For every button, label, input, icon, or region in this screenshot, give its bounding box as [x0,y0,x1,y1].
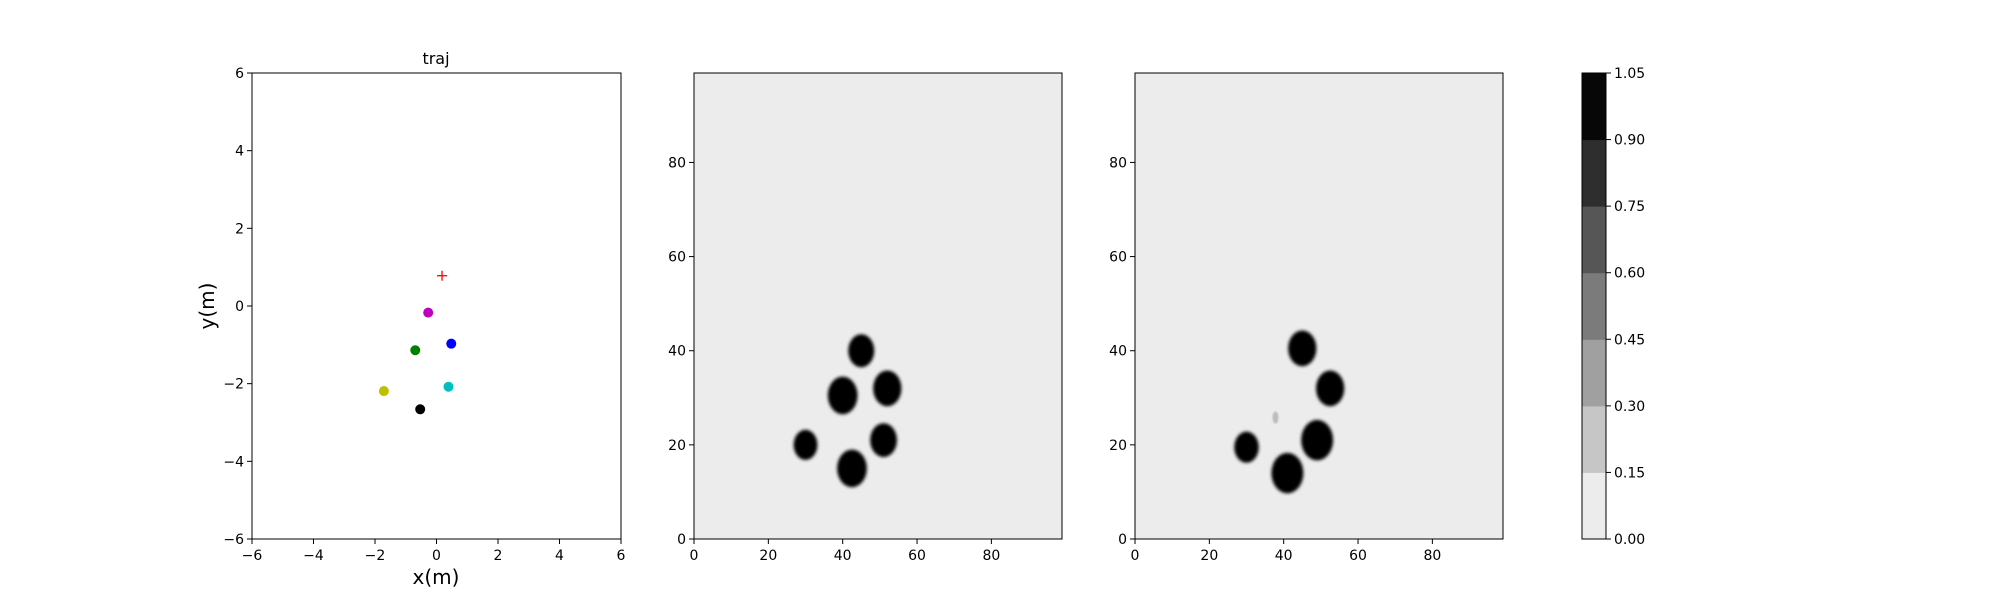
y-tick-label: 60 [668,250,686,266]
occupancy-blob [1301,419,1334,461]
heatmap-2-frame [1134,72,1504,540]
heatmap-1-frame [693,72,1063,540]
x-tick-label: 20 [759,548,777,564]
heatmap-1-blobs [793,334,902,488]
colorbar-band [1582,139,1606,207]
x-tick-label: −4 [303,548,324,564]
y-tick-label: −6 [223,532,244,548]
y-tick-label: 2 [235,221,244,237]
traj-ylabel: y(m) [195,283,219,330]
colorbar-tick-label: 0.15 [1614,465,1645,481]
heatmap-2-x-ticks: 0 20 40 60 80 [1131,539,1441,564]
x-tick-label: 80 [982,548,1000,564]
x-tick-label: 4 [555,548,564,564]
y-tick-label: 4 [235,144,244,160]
y-tick-label: 20 [668,438,686,454]
occupancy-blob [873,370,902,407]
x-tick-label: 0 [1131,548,1140,564]
agent-point [446,338,457,349]
y-tick-label: 0 [1118,532,1127,548]
faint-spot [1272,411,1279,424]
traj-title: traj [422,49,449,68]
x-tick-label: 40 [1275,548,1293,564]
occupancy-blob [827,376,858,415]
colorbar-band [1582,272,1606,340]
colorbar-tick-label: 0.00 [1614,532,1645,548]
x-tick-label: 60 [1349,548,1367,564]
colorbar-tick-label: 0.75 [1614,199,1645,215]
x-tick-label: 0 [432,548,441,564]
colorbar-band [1582,472,1606,540]
x-tick-label: 60 [908,548,926,564]
heatmap-2-background [1135,73,1503,539]
y-tick-label: 40 [668,344,686,360]
x-tick-label: 40 [834,548,852,564]
traj-panel: traj y(m) x(m) −6 −4 −2 0 2 4 6 −6 −4 −2 0 2 4 6 [195,49,626,589]
occupancy-blob [1316,370,1345,407]
colorbar-band [1582,73,1606,141]
x-tick-label: 2 [494,548,503,564]
heatmap-1-background [694,73,1062,539]
occupancy-blob [793,429,818,460]
heatmap-1-y-ticks: 0 20 40 60 80 [668,155,694,548]
colorbar-tick-label: 0.90 [1614,133,1645,149]
traj-axes-frame [251,72,622,540]
occupancy-blob [848,334,875,368]
colorbar-tick-label: 1.05 [1614,66,1645,82]
traj-y-ticks: −6 −4 −2 0 2 4 6 [223,66,252,548]
heatmap-panel-1: 0 20 40 60 80 0 20 40 60 80 [668,72,1063,564]
heatmap-1-x-ticks: 0 20 40 60 80 [690,539,1000,564]
x-tick-label: 0 [690,548,699,564]
y-tick-label: −2 [223,377,244,393]
colorbar-ticks: 0.00 0.15 0.30 0.45 0.60 0.75 0.90 1.05 [1606,66,1645,548]
traj-points [378,270,457,415]
agent-point [415,404,426,415]
y-tick-label: 6 [235,66,244,82]
colorbar: 0.00 0.15 0.30 0.45 0.60 0.75 0.90 1.05 [1581,66,1645,548]
heatmap-2-faint-spots [1272,411,1279,424]
y-tick-label: 80 [668,155,686,171]
colorbar-band [1582,339,1606,407]
colorbar-tick-label: 0.30 [1614,399,1645,415]
y-tick-label: 0 [235,299,244,315]
colorbar-frame [1581,72,1607,540]
y-tick-label: 0 [677,532,686,548]
y-tick-label: 40 [1109,344,1127,360]
x-tick-label: −2 [365,548,386,564]
occupancy-blob [837,449,867,488]
occupancy-blob [1234,431,1259,463]
x-tick-label: −6 [242,548,263,564]
colorbar-tick-label: 0.60 [1614,266,1645,282]
agent-point [378,386,389,397]
traj-xlabel: x(m) [413,565,460,589]
agent-point [410,345,421,356]
traj-x-ticks: −6 −4 −2 0 2 4 6 [242,539,626,564]
colorbar-bands [1582,73,1606,540]
y-tick-label: 60 [1109,250,1127,266]
occupancy-blob [870,423,897,458]
agent-point [423,307,434,318]
x-tick-label: 6 [617,548,626,564]
heatmap-2-blobs [1234,330,1345,494]
heatmap-panel-2: 0 20 40 60 80 0 20 40 60 80 [1109,72,1504,564]
occupancy-blob [1288,330,1317,367]
y-tick-label: 20 [1109,438,1127,454]
y-tick-label: 80 [1109,155,1127,171]
agent-point [443,381,454,392]
colorbar-band [1582,206,1606,274]
heatmap-2-y-ticks: 0 20 40 60 80 [1109,155,1135,548]
colorbar-band [1582,405,1606,473]
y-tick-label: −4 [223,454,244,470]
x-tick-label: 80 [1423,548,1441,564]
target-point-plus [437,270,448,281]
x-tick-label: 20 [1200,548,1218,564]
occupancy-blob [1271,452,1304,494]
colorbar-tick-label: 0.45 [1614,332,1645,348]
